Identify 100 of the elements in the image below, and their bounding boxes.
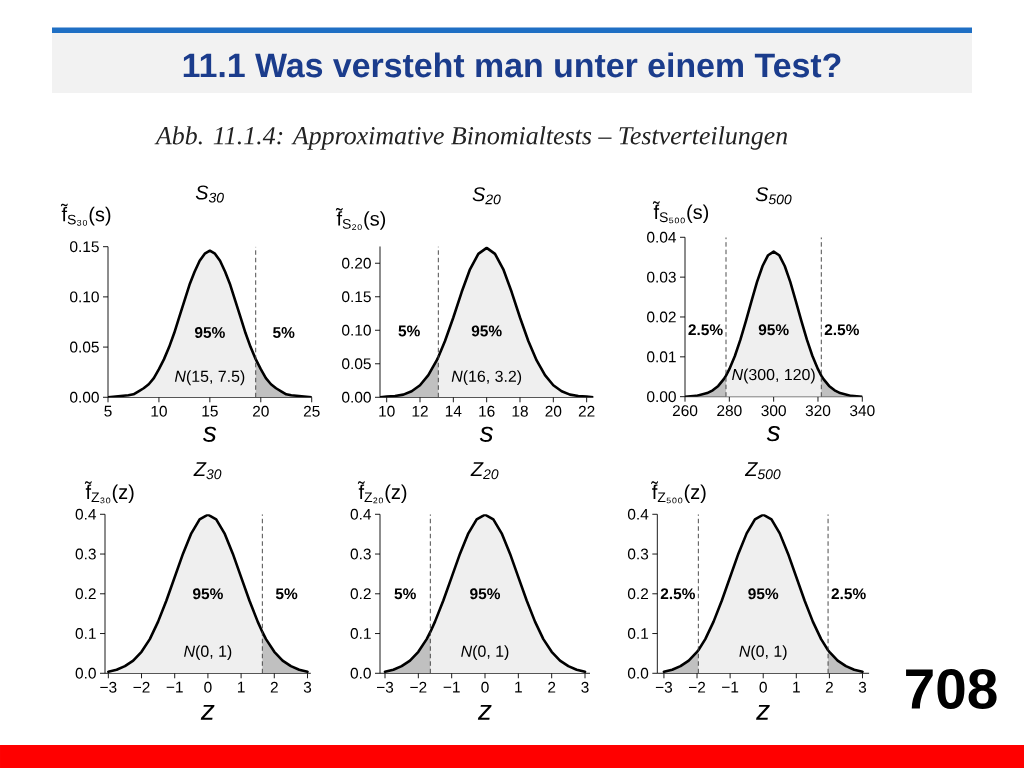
annotation: 95% [192,588,223,600]
y-axis-title: f̃$_{S₅₀₀}$(s) [652,201,709,224]
y-tick-label: 0.03 [647,271,676,283]
x-tick-label: 10 [151,405,167,417]
annotation: 5% [394,588,416,600]
x-tick-label: 280 [717,405,742,417]
x-tick-label: −1 [166,681,183,693]
y-axis-title: f̃$_{Z₃₀}$(z) [84,481,134,504]
x-tick-label: 18 [512,405,528,417]
x-tick-label: 300 [761,405,786,417]
x-tick-label: 1 [793,681,800,693]
chart-title: S$_{20}$ [472,187,501,205]
y-tick-label: 0.0 [627,667,649,679]
annotation: 2.5% [688,324,723,336]
annotation: 95% [471,325,502,337]
y-tick-label: 0.0 [350,667,371,679]
y-tick-label: 0.20 [342,257,371,269]
series-label: N(15, 7.5) [174,370,245,386]
x-tick-label: −2 [410,681,427,693]
y-tick-label: 0.1 [75,628,96,640]
annotation: 2.5% [831,588,866,600]
y-tick-label: 0.3 [75,548,96,560]
y-tick-label: 0.1 [350,628,371,640]
annotation: 5% [273,327,295,338]
x-tick-label: 15 [202,405,218,417]
y-tick-label: 0.05 [342,358,371,370]
text: N(0, 1) [184,645,232,661]
x-tick-label: 320 [805,405,831,417]
x-tick-label: −2 [688,681,706,693]
y-tick-label: 0.2 [350,588,371,600]
y-tick-label: 0.15 [70,241,99,253]
x-tick-label: 2 [548,681,556,693]
x-tick-label: 3 [581,681,589,693]
x-tick-label: 22 [578,405,595,417]
x-axis-title: s [479,426,494,442]
y-tick-label: 0.00 [647,391,676,403]
y-axis-title: f̃$_{S₂₀}$(s) [335,208,386,230]
chart-title: S$_{30}$ [195,185,224,203]
x-tick-label: 25 [303,405,320,417]
x-tick-label: −1 [722,681,739,693]
x-tick-label: 0 [204,681,212,693]
text: N(0, 1) [739,645,787,661]
x-tick-label: 2 [825,681,833,693]
y-tick-label: 0.3 [627,548,649,560]
x-tick-label: 1 [515,681,522,693]
x-axis-title: z [756,704,770,720]
x-tick-label: 260 [672,405,698,417]
y-tick-label: 0.10 [70,291,99,303]
text: N(0, 1) [461,645,509,661]
y-tick-label: 0.4 [627,508,649,520]
y-tick-label: 0.1 [627,628,649,640]
annotation: 2.5% [824,324,859,336]
x-axis-title: s [766,426,781,442]
x-tick-label: 1 [237,681,245,693]
x-tick-label: −3 [376,681,394,693]
x-tick-label: 3 [858,681,867,693]
series-label: N(300, 120) [732,368,815,384]
y-tick-label: 0.4 [75,508,97,520]
y-tick-label: 0.01 [647,351,676,363]
x-axis-title: s [202,426,217,442]
x-tick-label: 14 [445,405,462,417]
series-label: N(16, 3.2) [451,370,522,386]
x-axis-title: z [200,704,215,720]
y-axis-title: f̃$_{Z₂₀}$(z) [357,481,407,504]
x-tick-label: 16 [479,405,495,417]
x-tick-label: −3 [100,681,117,693]
annotation: 95% [758,324,789,336]
y-tick-label: 0.2 [75,588,96,600]
chart-title: Z$_{20}$ [470,462,499,480]
y-tick-label: 0.15 [342,291,371,303]
x-tick-label: −3 [655,681,673,693]
x-tick-label: 20 [252,405,269,417]
y-tick-label: 0.05 [70,341,99,353]
y-tick-label: 0.04 [647,231,677,243]
text: 11.1 Was versteht man unter einem Test? [183,52,841,78]
y-tick-label: 0.0 [75,667,96,679]
chart-title: Z$_{500}$ [744,462,781,480]
y-axis-title: f̃$_{S₃₀}$(s) [60,203,111,226]
annotation: 95% [748,588,779,600]
annotation: 95% [470,588,501,600]
x-tick-label: 340 [850,405,875,417]
y-tick-label: 0.02 [647,311,676,323]
text: Abb. 11.1.4: Approximative Binomialtests – Testverteilungen [154,126,788,150]
x-tick-label: 10 [379,405,395,417]
chart-title: Z$_{30}$ [193,462,222,480]
y-tick-label: 0.00 [70,391,99,403]
y-tick-label: 0.00 [342,391,371,403]
chart-title: S$_{500}$ [755,187,792,205]
y-tick-label: 0.10 [342,324,371,336]
x-tick-label: 5 [104,405,112,417]
x-tick-label: 2 [270,681,278,693]
x-tick-label: −2 [133,681,150,693]
text: 708 [906,668,997,710]
x-tick-label: 20 [545,405,562,417]
y-axis-title: f̃$_{Z₅₀₀}$(z) [651,481,706,504]
y-tick-label: 0.2 [627,588,649,600]
x-tick-label: 0 [759,681,767,693]
x-tick-label: 12 [412,405,428,417]
y-tick-label: 0.4 [350,508,372,520]
x-tick-label: −1 [443,681,460,693]
